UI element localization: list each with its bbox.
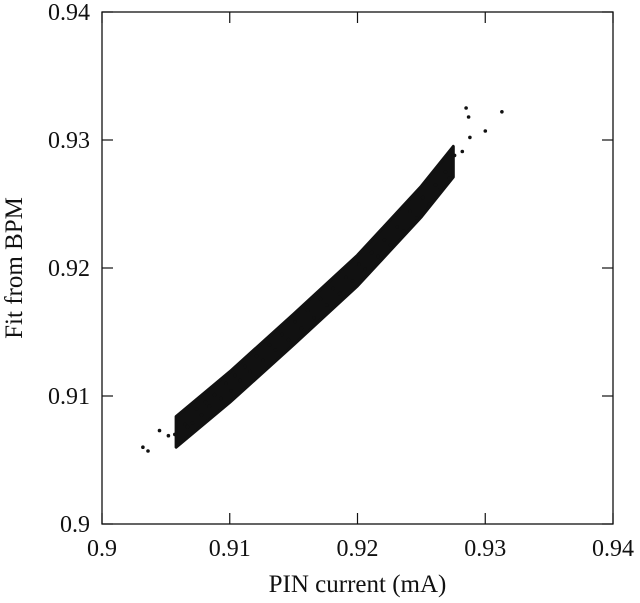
y-tick-label: 0.92 — [48, 256, 90, 282]
scatter-point — [408, 209, 412, 214]
x-tick-label: 0.94 — [592, 536, 634, 562]
scatter-point — [382, 238, 387, 242]
x-tick-label: 0.91 — [209, 536, 251, 562]
scatter-point — [248, 369, 252, 374]
y-tick-label: 0.93 — [48, 128, 90, 154]
scatter-point — [414, 216, 419, 220]
scatter-point — [483, 129, 488, 133]
scatter-point — [344, 275, 348, 279]
scatter-point — [464, 106, 468, 110]
scatter-point — [267, 343, 272, 347]
scatter-point — [243, 364, 247, 369]
y-tick-label: 0.91 — [48, 384, 90, 410]
scatter-point — [376, 254, 380, 259]
scatter-point — [305, 308, 310, 313]
y-tick-label: 0.94 — [48, 0, 90, 26]
scatter-point — [420, 195, 425, 200]
scatter-point — [312, 316, 316, 320]
scatter-point — [337, 291, 342, 296]
scatter-point — [280, 332, 284, 337]
scatter-point — [395, 225, 399, 229]
scatter-point — [199, 413, 204, 418]
scatter-point — [433, 183, 438, 187]
scatter-point — [363, 267, 368, 272]
scatter-point — [369, 250, 374, 255]
scatter-point — [286, 337, 291, 342]
scatter-point — [146, 449, 150, 453]
scatter-point — [190, 421, 195, 425]
scatter-point — [233, 373, 237, 378]
scatter-point — [325, 303, 329, 307]
scatter-point — [176, 417, 181, 421]
scatter-point — [185, 424, 190, 429]
scatter-point — [401, 229, 406, 233]
scatter-point — [466, 115, 471, 119]
x-axis-title: PIN current (mA) — [269, 571, 447, 598]
scatter-point — [157, 428, 162, 433]
scatter-point — [443, 170, 448, 174]
x-tick-label: 0.93 — [464, 536, 506, 562]
scatter-point — [261, 358, 265, 363]
scatter-point — [203, 400, 208, 405]
scatter-point — [468, 135, 472, 140]
scatter-point — [212, 392, 217, 397]
scatter-point — [331, 286, 336, 291]
scatter-point — [299, 326, 304, 331]
point-cloud-band — [174, 144, 455, 449]
scatter-point — [447, 176, 452, 181]
scatter-point — [293, 320, 297, 324]
scatter-point — [254, 354, 259, 359]
x-tick-label: 0.9 — [87, 536, 117, 562]
scatter-point — [357, 262, 361, 267]
scatter-point — [229, 389, 233, 393]
scatter-point — [219, 396, 223, 401]
scatter-point — [166, 433, 171, 438]
scatter-point — [207, 404, 212, 409]
scatter-point — [427, 202, 431, 206]
scatter-point — [173, 432, 177, 437]
scatter-point — [350, 279, 355, 283]
y-axis-title: Fit from BPM — [1, 197, 28, 339]
scatter-point — [452, 153, 457, 158]
scatter-point — [238, 378, 242, 383]
scatter-point — [438, 186, 443, 191]
scatter-point — [194, 407, 199, 411]
scatter-point — [183, 422, 187, 427]
scatter-point — [388, 243, 393, 247]
plot-area — [141, 106, 504, 453]
scatter-point — [500, 110, 504, 114]
scatter-point — [141, 445, 145, 450]
scatter-point — [318, 296, 323, 301]
y-tick-label: 0.9 — [60, 512, 90, 538]
scatter-point — [273, 348, 278, 352]
x-tick-label: 0.92 — [337, 536, 379, 562]
scatter-point — [460, 149, 465, 154]
scatter-point — [224, 381, 228, 386]
